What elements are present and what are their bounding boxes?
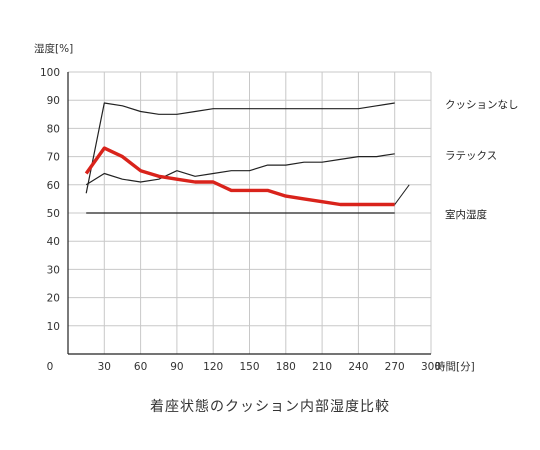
y-tick-label: 80: [47, 123, 60, 135]
chart-title: 着座状態のクッション内部湿度比較: [150, 399, 390, 415]
labels: 10 20 30 40 50 60 70 80 90 100 0 30 60 90 120 150 180 210…: [40, 67, 519, 373]
x-tick-label: 270: [385, 361, 405, 373]
x-tick-label: 0: [47, 361, 54, 373]
y-axis-title: 湿度[%]: [34, 42, 73, 55]
x-tick-label: 90: [170, 361, 183, 373]
series-lines: [84, 102, 410, 214]
series-line: [85, 153, 395, 186]
y-tick-label: 100: [40, 67, 60, 79]
highlight-series-line: [84, 146, 395, 207]
x-tick-label: 150: [239, 361, 259, 373]
x-tick-label: 30: [98, 361, 111, 373]
series-label: クッションなし: [445, 99, 519, 111]
y-tick-label: 20: [47, 293, 60, 305]
y-tick-label: 70: [47, 152, 60, 164]
y-tick-label: 50: [47, 208, 60, 220]
label-leader-line: [394, 184, 410, 205]
x-tick-label: 240: [348, 361, 368, 373]
y-tick-label: 60: [47, 180, 60, 192]
y-tick-label: 10: [47, 321, 60, 333]
y-tick-label: 30: [47, 264, 60, 276]
axes: [67, 72, 431, 355]
y-tick-label: 40: [47, 236, 60, 248]
x-axis-title: 時間[分]: [435, 361, 475, 373]
x-tick-label: 300: [421, 361, 441, 373]
x-tick-label: 60: [134, 361, 147, 373]
x-tick-label: 210: [312, 361, 332, 373]
y-tick-label: 90: [47, 95, 60, 107]
x-tick-label: 120: [203, 361, 223, 373]
series-label: ラテックス: [445, 150, 497, 162]
x-tick-label: 180: [276, 361, 296, 373]
series-label: 室内湿度: [445, 208, 487, 221]
series-line: [85, 102, 395, 194]
